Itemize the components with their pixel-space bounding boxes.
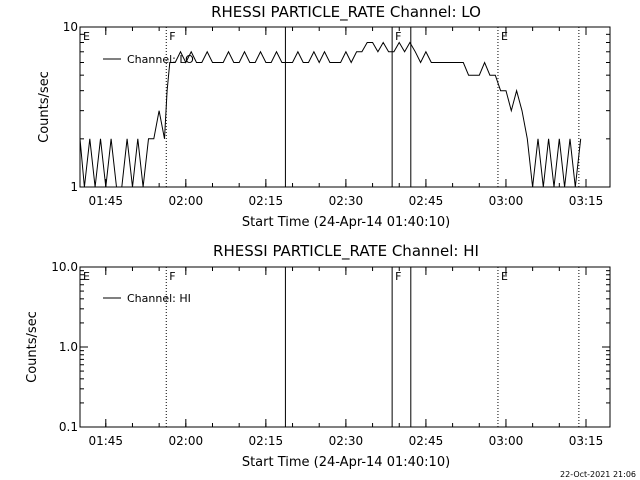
x-axis-label-lo: Start Time (24-Apr-14 01:40:10) (242, 215, 450, 230)
y-axis-label-lo: Counts/sec (37, 71, 52, 143)
x-ticks-lo: 01:45 02:00 02:15 02:30 02:45 03:00 03:15 (88, 27, 603, 208)
x-tick-label: 02:00 (169, 434, 204, 448)
y-tick-label: 0.1 (59, 420, 78, 434)
x-tick-label: 02:15 (249, 434, 284, 448)
y-tick-label: 1.0 (59, 340, 78, 354)
x-tick-label: 02:00 (169, 194, 204, 208)
time-marker-label: F (395, 30, 401, 43)
y-tick-label: 10 (63, 20, 78, 34)
x-tick-label: 02:45 (409, 194, 444, 208)
time-marker-label: E (501, 270, 508, 283)
time-marker-label: E (83, 30, 90, 43)
x-tick-label: 03:15 (569, 434, 604, 448)
time-marker-label: F (395, 270, 401, 283)
chart-title-hi: RHESSI PARTICLE_RATE Channel: HI (213, 242, 479, 261)
series-line (79, 41, 582, 188)
chart-title-lo: RHESSI PARTICLE_RATE Channel: LO (211, 3, 481, 22)
y-ticks-hi: 0.1 1.0 10.0 (51, 260, 610, 434)
time-marker-label: E (501, 30, 508, 43)
x-tick-label: 02:45 (409, 434, 444, 448)
x-tick-label: 02:30 (329, 194, 364, 208)
series-lo (79, 41, 582, 188)
x-tick-label: 01:45 (88, 194, 123, 208)
time-marker-label: E (83, 270, 90, 283)
panel-hi: RHESSI PARTICLE_RATE Channel: HI E F F E 0.… (25, 242, 611, 470)
footer-timestamp: 22-Oct-2021 21:06 (560, 470, 636, 479)
x-tick-label: 01:45 (88, 434, 123, 448)
x-axis-label-hi: Start Time (24-Apr-14 01:40:10) (242, 455, 450, 470)
y-axis-label-hi: Counts/sec (25, 311, 40, 383)
plot-frame-lo (79, 26, 611, 188)
x-tick-label: 03:00 (489, 434, 524, 448)
y-tick-label: 10.0 (51, 260, 78, 274)
time-marker-label: F (169, 30, 175, 43)
y-tick-label: 1 (70, 180, 78, 194)
x-tick-label: 03:15 (569, 194, 604, 208)
plot-frame-hi (79, 266, 611, 428)
y-ticks-lo: 1 10 (63, 20, 610, 194)
x-ticks-hi: 01:45 02:00 02:15 02:30 02:45 03:00 03:15 (88, 267, 603, 448)
x-tick-label: 02:15 (249, 194, 284, 208)
legend-label-lo: Channel: LO (127, 53, 194, 66)
time-marker-label: F (169, 270, 175, 283)
legend-label-hi: Channel: HI (127, 292, 191, 305)
x-tick-label: 02:30 (329, 434, 364, 448)
x-tick-label: 03:00 (489, 194, 524, 208)
